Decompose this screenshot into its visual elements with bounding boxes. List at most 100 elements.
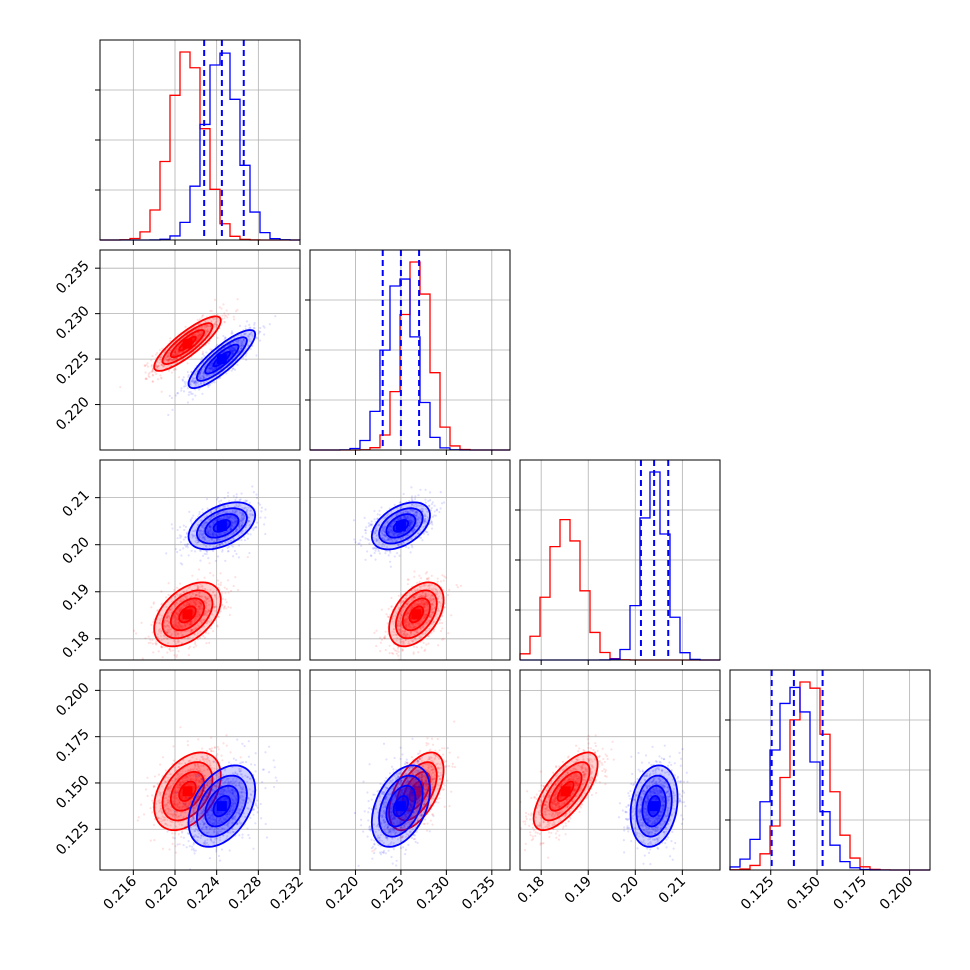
scatter-point	[201, 352, 204, 355]
scatter-point	[168, 358, 171, 361]
scatter-point	[198, 327, 201, 330]
scatter-point	[182, 390, 186, 393]
scatter-point	[205, 521, 208, 524]
scatter-point	[172, 354, 175, 357]
scatter-point	[238, 324, 242, 327]
scatter-point	[210, 619, 213, 622]
scatter-point	[229, 528, 232, 531]
scatter-point	[191, 599, 194, 602]
scatter-point	[156, 609, 159, 612]
scatter-point	[174, 348, 178, 351]
scatter-point	[160, 390, 163, 393]
scatter-point	[432, 630, 435, 633]
scatter-point	[205, 374, 208, 378]
scatter-point	[384, 648, 387, 652]
scatter-point	[208, 525, 211, 528]
scatter-point	[209, 364, 212, 367]
scatter-point	[233, 349, 237, 352]
scatter-point	[199, 605, 202, 609]
scatter-point	[242, 338, 246, 341]
scatter-point	[199, 602, 202, 605]
scatter-point	[175, 617, 178, 620]
histogram-panel	[519, 460, 721, 661]
scatter-point	[228, 500, 231, 503]
scatter-point	[196, 608, 200, 611]
scatter-point	[251, 485, 254, 488]
scatter-point	[159, 357, 162, 360]
scatter-point	[198, 613, 201, 616]
scatter-point	[176, 615, 179, 619]
scatter-point	[199, 371, 202, 374]
scatter-point	[174, 623, 178, 626]
scatter-point	[163, 350, 166, 353]
scatter-point	[188, 510, 191, 514]
scatter-point	[192, 379, 195, 382]
scatter-point	[167, 614, 170, 617]
scatter-point	[208, 383, 212, 386]
scatter-point	[176, 353, 179, 356]
scatter-point	[209, 571, 212, 575]
scatter-point	[221, 314, 224, 317]
scatter-point	[168, 358, 171, 361]
scatter-point	[195, 612, 199, 616]
scatter-point	[195, 538, 198, 541]
scatter-point	[153, 371, 157, 374]
scatter-point	[155, 366, 159, 369]
scatter-point	[143, 364, 146, 367]
scatter-point	[232, 341, 235, 344]
scatter-point	[198, 595, 201, 598]
scatter-point	[204, 596, 207, 599]
scatter-point	[232, 584, 235, 588]
scatter-point	[158, 622, 161, 625]
scatter-point	[386, 622, 389, 625]
histogram-step	[310, 278, 510, 451]
scatter-point	[151, 638, 154, 642]
scatter-point	[224, 336, 227, 339]
scatter-point	[163, 358, 166, 362]
scatter-point	[258, 339, 262, 342]
scatter-point	[173, 602, 176, 606]
scatter-point	[195, 380, 198, 383]
scatter-point	[384, 630, 387, 633]
scatter-point	[165, 631, 168, 634]
scatter-point	[208, 562, 211, 565]
scatter-point	[214, 593, 217, 596]
scatter-point	[209, 533, 212, 536]
scatter-point	[168, 647, 171, 650]
scatter-point	[387, 607, 390, 610]
scatter-point	[173, 595, 177, 598]
scatter-point	[198, 510, 201, 514]
scatter-point	[199, 549, 203, 552]
scatter-point	[191, 599, 194, 602]
scatter-point	[165, 358, 169, 362]
scatter-point	[235, 493, 238, 496]
scatter-point	[213, 298, 217, 301]
scatter-point	[233, 549, 237, 553]
scatter-point	[234, 498, 237, 501]
scatter-point	[388, 652, 391, 655]
scatter-point	[197, 604, 200, 608]
scatter-point	[419, 488, 422, 491]
scatter-point	[174, 619, 177, 622]
scatter-point	[195, 383, 198, 387]
scatter-point	[224, 591, 227, 594]
scatter-point	[191, 380, 194, 383]
scatter-point	[228, 343, 231, 346]
scatter-point	[166, 637, 169, 640]
scatter-point	[180, 607, 183, 610]
scatter-point	[171, 353, 174, 357]
scatter-point	[144, 377, 147, 381]
scatter-point	[202, 372, 205, 375]
scatter-point	[196, 614, 199, 618]
histogram-panel	[729, 670, 930, 871]
scatter-point	[198, 582, 202, 586]
scatter-point	[176, 630, 179, 633]
scatter-point	[207, 557, 210, 560]
scatter-point	[201, 353, 204, 356]
scatter-point	[195, 594, 198, 597]
scatter-point	[198, 602, 201, 605]
scatter-point	[415, 581, 419, 584]
scatter-point	[231, 349, 234, 353]
scatter-point	[187, 654, 191, 657]
scatter-point	[168, 628, 171, 631]
